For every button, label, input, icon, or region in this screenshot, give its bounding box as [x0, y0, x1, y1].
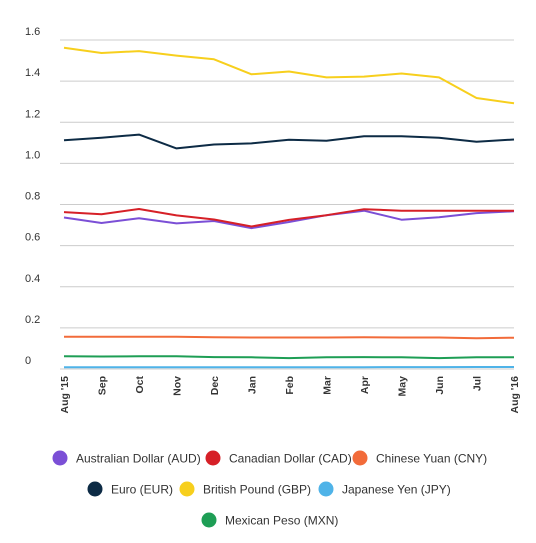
legend-item[interactable]: Mexican Peso (MXN): [201, 512, 339, 528]
x-tick-label: Mar: [322, 376, 334, 395]
series-line-6: [63, 355, 514, 360]
legend-item[interactable]: Euro (EUR): [87, 481, 174, 497]
x-tick-label: Feb: [284, 376, 296, 395]
x-axis-ticks: Aug '15 Sep Oct Nov Dec Jan Feb Mar Apr May Jun Jul…: [59, 376, 521, 414]
y-tick-label: 0.8: [25, 191, 40, 203]
x-tick-label: Jan: [247, 376, 259, 394]
legend-item[interactable]: Australian Dollar (AUD): [52, 450, 201, 466]
series-line-1: [63, 208, 514, 228]
y-tick-label: 1.4: [25, 67, 40, 79]
x-tick-label: Sep: [97, 376, 109, 395]
x-tick-label: Oct: [134, 376, 146, 394]
legend-item[interactable]: Canadian Dollar (CAD): [205, 450, 352, 466]
x-tick-label: Jul: [472, 376, 484, 391]
legend-swatch: [52, 450, 68, 466]
y-axis-ticks: 0 0.2 0.4 0.6 0.8 1.0 1.2 1.4 1.6: [25, 26, 40, 367]
legend-label: Australian Dollar (AUD): [76, 452, 201, 466]
y-tick-label: 0.4: [25, 273, 40, 285]
legend-swatch: [179, 481, 195, 497]
legend: Australian Dollar (AUD) Canadian Dollar (…: [52, 450, 488, 528]
y-tick-label: 1.2: [25, 108, 40, 120]
series-line-2: [64, 335, 515, 340]
series-line-4: [63, 46, 515, 105]
legend-swatch: [205, 450, 221, 466]
series-line-3: [63, 133, 515, 150]
series-line-0: [63, 209, 515, 230]
y-tick-label: 0.6: [25, 232, 40, 244]
y-tick-label: 0.2: [25, 314, 40, 326]
x-tick-label: Jun: [434, 376, 446, 395]
x-tick-label: Apr: [359, 376, 371, 394]
grid: [60, 39, 514, 370]
x-tick-label: Dec: [209, 376, 221, 395]
legend-label: Mexican Peso (MXN): [225, 514, 338, 528]
legend-label: Japanese Yen (JPY): [342, 483, 451, 497]
legend-item[interactable]: Japanese Yen (JPY): [318, 481, 451, 497]
legend-item[interactable]: British Pound (GBP): [179, 481, 312, 497]
legend-label: British Pound (GBP): [203, 483, 311, 497]
legend-label: Chinese Yuan (CNY): [376, 452, 487, 466]
legend-label: Euro (EUR): [111, 483, 173, 497]
legend-swatch: [201, 512, 217, 528]
x-tick-label: Aug '15: [59, 376, 71, 414]
y-tick-label: 0: [25, 355, 31, 367]
x-tick-label: Nov: [172, 376, 184, 396]
y-tick-label: 1.0: [25, 149, 40, 161]
legend-swatch: [352, 450, 368, 466]
y-tick-label: 1.6: [25, 26, 40, 38]
legend-swatch: [87, 481, 103, 497]
x-tick-label: Aug '16: [509, 376, 521, 414]
x-tick-label: May: [397, 376, 409, 397]
legend-item[interactable]: Chinese Yuan (CNY): [352, 450, 488, 466]
legend-label: Canadian Dollar (CAD): [229, 452, 352, 466]
series-lines: [63, 46, 515, 369]
legend-swatch: [318, 481, 334, 497]
